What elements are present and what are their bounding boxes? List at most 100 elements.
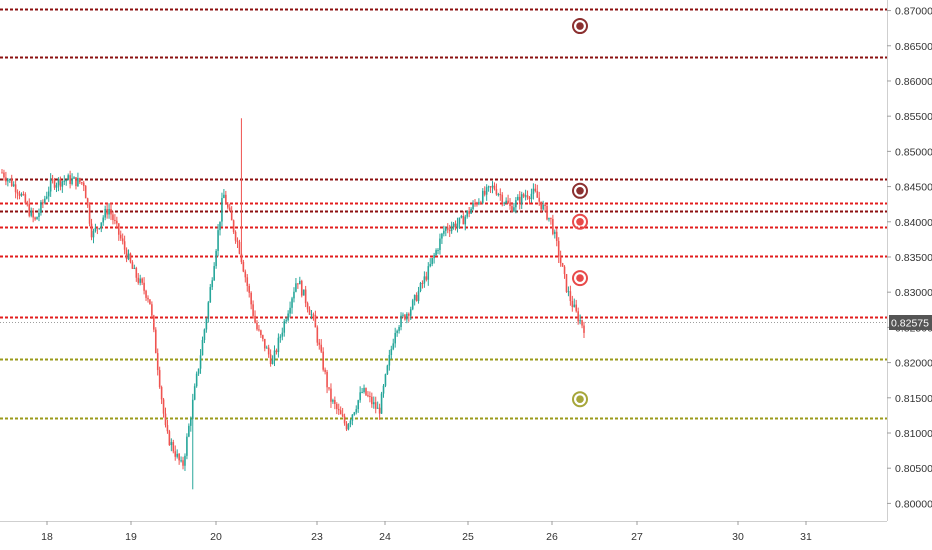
candle-body [75, 177, 77, 187]
candle-body [369, 395, 371, 397]
candle-body [456, 223, 459, 228]
candle-body [464, 216, 467, 225]
candle-body [193, 386, 196, 400]
candle-body [199, 355, 202, 369]
candle-body [425, 276, 428, 280]
candle-body [505, 200, 507, 203]
candle-body [228, 207, 231, 211]
x-tick-label: 31 [800, 531, 812, 543]
candle-body [452, 223, 455, 227]
candle-body [18, 193, 21, 196]
candle-body [5, 177, 7, 182]
level-marker-dot [576, 186, 584, 195]
candle-body [559, 256, 562, 264]
candle-body [24, 194, 27, 204]
candle-body [380, 393, 383, 414]
last-price-label: 0.82575 [891, 318, 929, 330]
candle-body [306, 303, 309, 310]
candle-body [65, 180, 68, 182]
candle-body [561, 263, 564, 267]
candle-body [499, 194, 502, 196]
candle-body [450, 226, 453, 232]
candle-body [322, 351, 324, 370]
candle-body [271, 360, 274, 364]
candle-body [386, 365, 389, 375]
candle-body [16, 192, 19, 194]
candle-body [372, 402, 375, 405]
candle-body [394, 332, 396, 344]
y-tick-label: 0.83000 [895, 287, 932, 299]
candle-body [205, 318, 208, 330]
candle-body [151, 304, 153, 316]
candle-body [1, 172, 3, 174]
candle-body [22, 194, 25, 196]
candle-body [123, 241, 126, 250]
candle-body [382, 385, 385, 394]
candle-body [12, 184, 15, 186]
candle-body [133, 267, 136, 269]
candle-body [365, 387, 367, 396]
candle-body [458, 217, 461, 224]
candle-body [542, 204, 544, 210]
x-tick-label: 20 [210, 531, 222, 543]
candle-body [38, 212, 40, 218]
candle-body [71, 178, 73, 184]
candle-body [26, 203, 29, 205]
candle-body [168, 431, 171, 446]
candle-body [238, 242, 241, 254]
candle-body [184, 455, 186, 466]
candle-body [242, 261, 245, 272]
candle-body [483, 190, 486, 195]
candle-body [263, 338, 266, 349]
candle-body [343, 416, 346, 424]
candle-body [530, 193, 533, 200]
candle-body [581, 320, 583, 326]
candle-body [480, 202, 482, 204]
candle-body [145, 290, 147, 298]
candle-body [73, 177, 75, 179]
candle-body [28, 204, 31, 216]
time-axis[interactable]: 18 19 20 23 24 25 26 27 30 31 [41, 521, 812, 543]
horizontal-levels [0, 8, 887, 420]
candle-body [90, 223, 93, 238]
candle-body [207, 302, 210, 319]
candle-body [129, 253, 132, 263]
candlesticks [1, 118, 585, 490]
candle-body [32, 210, 34, 218]
candle-body [565, 274, 568, 292]
candle-body [170, 442, 173, 446]
candle-body [215, 250, 217, 267]
candle-body [357, 400, 360, 410]
last-price-tag: 0.82575 [889, 315, 932, 330]
candle-body [121, 238, 124, 242]
y-tick-label: 0.80500 [895, 463, 932, 475]
candle-body [470, 208, 472, 214]
price-axis[interactable]: 0.87000 0.86500 0.86000 0.85500 0.85000 0.845… [887, 6, 932, 511]
candle-body [312, 314, 315, 316]
candle-body [141, 278, 143, 283]
candle-body [55, 185, 58, 188]
candle-body [489, 186, 492, 188]
candle-body [164, 413, 167, 426]
candle-body [283, 321, 286, 333]
candle-body [408, 313, 410, 316]
candle-body [84, 186, 87, 199]
candle-body [444, 227, 447, 231]
candle-body [326, 371, 328, 388]
candle-body [40, 202, 42, 213]
candle-body [36, 217, 38, 220]
candle-body [186, 436, 188, 456]
candle-body [526, 195, 529, 198]
candle-body [359, 392, 361, 401]
candle-body [166, 425, 169, 432]
level-marker-dot [576, 217, 584, 226]
candle-body [300, 280, 303, 296]
candle-body [81, 182, 83, 184]
candle-body [260, 330, 262, 336]
x-tick-label: 18 [41, 531, 53, 543]
level-marker-dot [576, 22, 584, 30]
candle-body [61, 181, 64, 187]
candle-body [106, 208, 108, 215]
candle-body [291, 298, 293, 308]
